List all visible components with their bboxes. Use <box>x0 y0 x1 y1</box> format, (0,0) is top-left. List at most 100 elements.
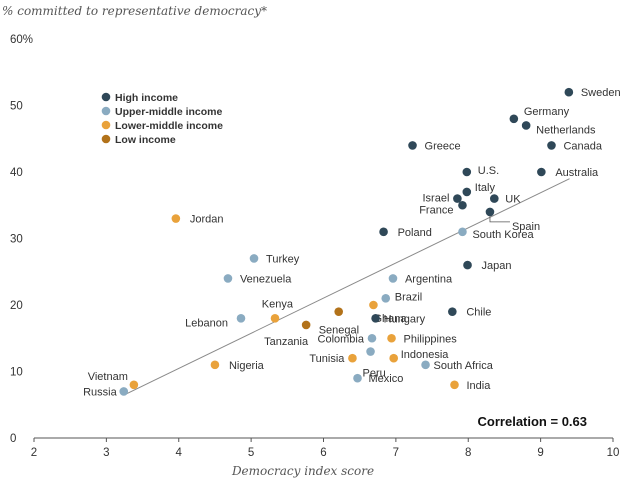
point-label-ghana: Ghana <box>373 313 407 325</box>
y-axis-label: % committed to representative democracy* <box>2 4 267 18</box>
point-label-canada: Canada <box>563 140 602 152</box>
point-canada <box>547 141 556 150</box>
point-label-vietnam: Vietnam <box>88 371 128 383</box>
point-label-germany: Germany <box>524 106 570 118</box>
point-label-israel: Israel <box>422 193 449 205</box>
x-axis-label: Democracy index score <box>231 464 374 478</box>
x-tick-label: 2 <box>31 447 37 459</box>
point-label-philippines: Philippines <box>404 333 458 345</box>
x-tick-label: 7 <box>393 447 399 459</box>
point-label-chile: Chile <box>466 307 491 319</box>
point-jordan <box>171 214 181 223</box>
x-tick-label: 10 <box>607 447 620 459</box>
y-tick-label: 20 <box>10 300 23 312</box>
point-label-south-africa: South Africa <box>434 360 494 372</box>
point-uk <box>490 194 499 203</box>
point-mexico <box>353 373 362 383</box>
point-senegal <box>334 307 343 316</box>
legend-marker-lower <box>101 120 111 130</box>
point-south-korea <box>458 227 467 237</box>
point-label-nigeria: Nigeria <box>229 360 265 372</box>
point-indonesia <box>389 353 399 363</box>
legend: High income Upper-middle income Lower-midd… <box>101 92 223 146</box>
point-france <box>458 200 467 210</box>
point-philippines <box>387 333 396 343</box>
legend-marker-high <box>101 92 111 102</box>
point-ghana <box>369 300 378 310</box>
trendline-group <box>124 178 570 396</box>
x-tick-label: 3 <box>103 447 109 459</box>
point-label-venezuela: Venezuela <box>240 273 292 285</box>
point-label-poland: Poland <box>398 227 432 239</box>
point-label-france: France <box>419 204 453 216</box>
point-south-africa <box>421 360 430 370</box>
point-label-indonesia: Indonesia <box>401 349 450 361</box>
point-label-hungary: Hungary <box>384 313 426 325</box>
y-tick-label: 0 <box>10 433 16 445</box>
point-nigeria <box>210 360 220 370</box>
point-label-senegal: Senegal <box>319 325 359 337</box>
point-kenya <box>270 314 280 323</box>
point-label-india: India <box>466 380 491 392</box>
point-greece <box>408 141 417 150</box>
correlation-annotation: Correlation = 0.63 <box>478 414 587 429</box>
point-label-mexico: Mexico <box>369 373 404 385</box>
point-peru <box>366 347 375 356</box>
legend-label-lower: Lower-middle income <box>115 120 223 132</box>
trendline <box>124 178 570 396</box>
point-russia <box>119 387 129 396</box>
point-argentina <box>388 274 398 283</box>
point-label-colombia: Colombia <box>318 333 365 345</box>
point-colombia <box>367 333 377 343</box>
x-tick-label: 5 <box>248 447 254 459</box>
point-label-peru: Peru <box>363 368 386 380</box>
y-tick-label: 10 <box>10 367 23 379</box>
point-label-sweden: Sweden <box>581 87 621 99</box>
y-tick-label: 50 <box>10 101 23 113</box>
point-india <box>450 380 459 390</box>
point-spain <box>485 207 495 217</box>
x-tick-label: 6 <box>320 447 326 459</box>
point-label-turkey: Turkey <box>266 253 300 265</box>
point-israel <box>453 194 462 203</box>
point-label-australia: Australia <box>555 167 599 179</box>
point-venezuela <box>223 274 233 283</box>
y-tick-label: 40 <box>10 167 23 179</box>
point-label-u-s: U.S. <box>478 165 499 177</box>
point-germany <box>509 114 519 124</box>
point-label-lebanon: Lebanon <box>185 317 228 329</box>
point-vietnam <box>129 380 139 390</box>
point-label-netherlands: Netherlands <box>536 124 596 136</box>
point-italy <box>462 187 472 197</box>
x-tick-label: 4 <box>176 447 183 459</box>
point-label-jordan: Jordan <box>190 214 224 226</box>
point-brazil <box>381 294 391 303</box>
point-hungary <box>371 314 380 323</box>
point-australia <box>537 167 546 177</box>
axes: 2 3 4 5 6 7 8 9 10 0 10 20 30 40 50 60% <box>10 34 619 459</box>
point-label-kenya: Kenya <box>262 298 294 310</box>
x-tick-label: 8 <box>465 447 471 459</box>
point-label-spain: Spain <box>512 221 540 233</box>
point-label-japan: Japan <box>482 260 512 272</box>
point-label-italy: Italy <box>475 182 496 194</box>
point-poland <box>379 227 388 237</box>
legend-marker-low <box>101 134 111 144</box>
point-u-s <box>462 167 472 177</box>
point-sweden <box>564 87 574 97</box>
legend-label-upper: Upper-middle income <box>115 106 223 118</box>
legend-label-low: Low income <box>115 134 176 146</box>
point-tunisia <box>348 353 357 363</box>
point-turkey <box>249 254 259 263</box>
point-label-south-korea: South Korea <box>472 229 534 241</box>
point-label-brazil: Brazil <box>395 291 423 303</box>
y-tick-label: 30 <box>10 234 23 246</box>
points-group: Sweden Germany Netherlands Canada Greece U.S.… <box>83 87 620 398</box>
y-tick-label: 60% <box>10 34 33 46</box>
point-lebanon <box>236 314 246 323</box>
x-tick-label: 9 <box>537 447 543 459</box>
point-label-tunisia: Tunisia <box>309 353 345 365</box>
point-tanzania <box>301 320 311 330</box>
point-chile <box>448 307 457 316</box>
